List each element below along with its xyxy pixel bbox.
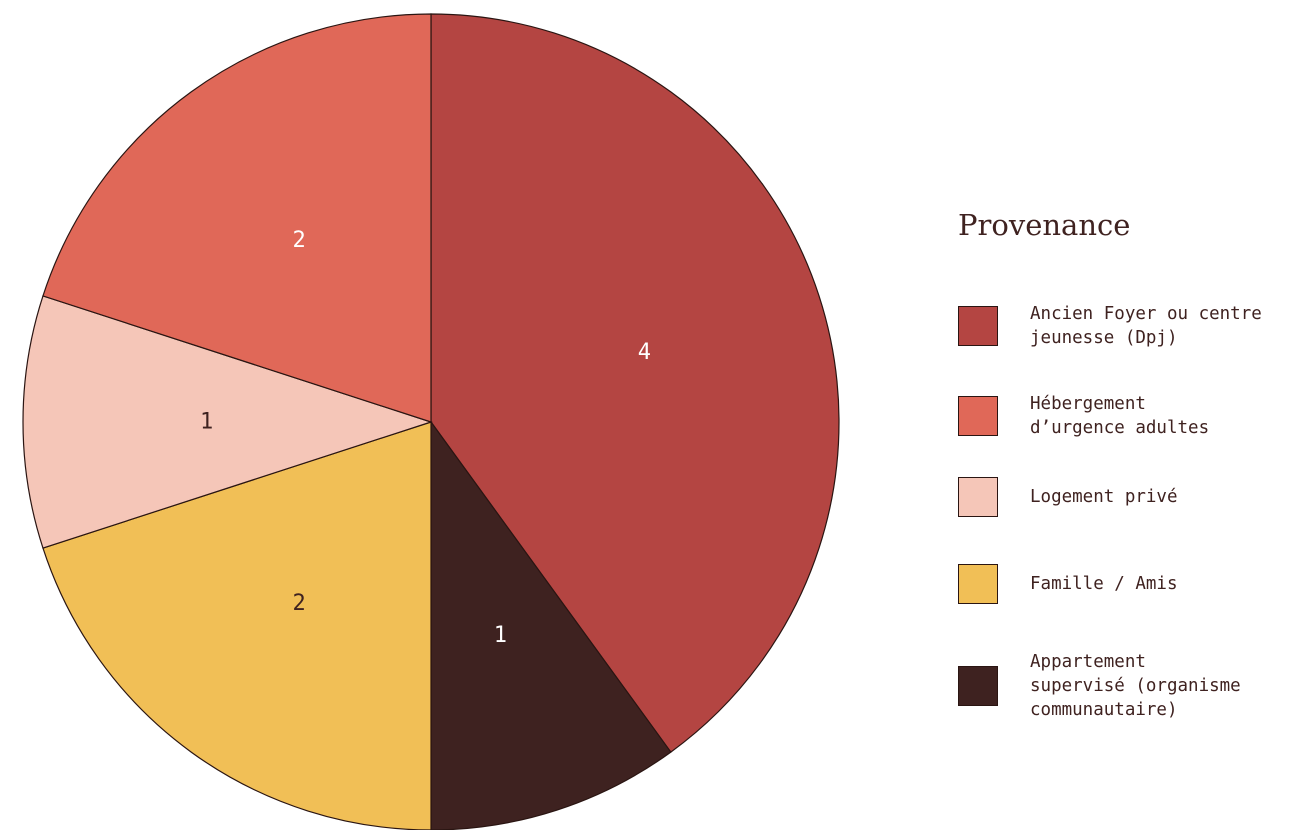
pie-slice-hebergement-d-urgence-adultes: [42, 13, 432, 423]
pie-value-label-hebergement-d-urgence-adultes: 2: [292, 228, 305, 253]
legend-swatch-ancien-foyer: [958, 306, 998, 346]
pie-slice-appartement-supervise-organisme-communautaire: [430, 420, 672, 830]
legend-label-hebergement-urgence: Hébergement d’urgence adultes: [1030, 394, 1210, 438]
pie-slice-famille-amis: [42, 421, 432, 830]
legend-swatch-logement-prive: [958, 477, 998, 517]
legend: Provenance Ancien Foyer ou centre jeunes…: [958, 200, 1288, 720]
legend-item-hebergement-urgence: Hébergement d’urgence adultes: [958, 392, 1290, 440]
pie-slice-ancien-foyer-ou-centre-jeunesse-dpj: [430, 13, 840, 753]
legend-item-logement-prive: Logement privé: [958, 477, 1290, 517]
pie-value-label-ancien-foyer-ou-centre-jeunesse-dpj: 4: [638, 340, 651, 365]
legend-item-appartement-supervise: Appartement supervisé (organisme communa…: [958, 650, 1290, 722]
legend-swatch-famille-amis: [958, 564, 998, 604]
legend-label-famille-amis: Famille / Amis: [1030, 574, 1178, 594]
legend-label-appartement-supervise: Appartement supervisé (organisme communa…: [1030, 652, 1241, 720]
legend-swatch-appartement-supervise: [958, 666, 998, 706]
legend-label-logement-prive: Logement privé: [1030, 487, 1178, 507]
legend-item-ancien-foyer: Ancien Foyer ou centre jeunesse (Dpj): [958, 302, 1290, 350]
legend-item-famille-amis: Famille / Amis: [958, 564, 1290, 604]
legend-swatch-hebergement-urgence: [958, 396, 998, 436]
pie-slice-logement-prive: [22, 295, 433, 549]
legend-title: Provenance: [958, 208, 1131, 242]
pie-value-label-logement-prive: 1: [200, 410, 213, 435]
pie-value-label-famille-amis: 2: [292, 591, 305, 616]
pie-value-label-appartement-supervise-organisme-communautaire: 1: [494, 623, 507, 648]
pie-chart: 4 1 2 1 2: [22, 13, 840, 830]
legend-label-ancien-foyer: Ancien Foyer ou centre jeunesse (Dpj): [1030, 304, 1262, 348]
